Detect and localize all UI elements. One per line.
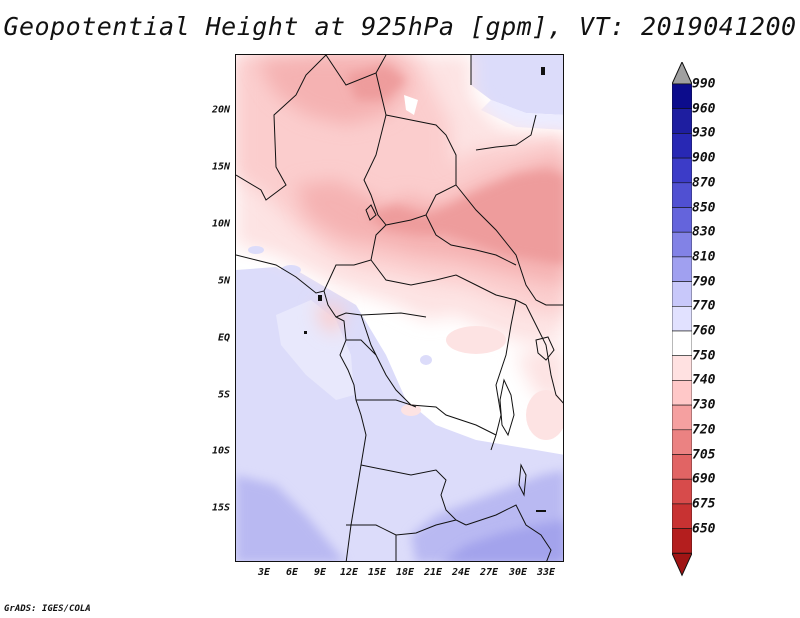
colorbar-label: 850 — [692, 200, 716, 215]
colorbar-label: 960 — [692, 101, 716, 117]
colorbar-segment — [672, 355, 692, 381]
colorbar — [672, 62, 692, 577]
colorbar-label: 810 — [692, 249, 716, 265]
colorbar-label: 990 — [692, 76, 716, 92]
map-islands — [304, 67, 546, 512]
colorbar-segment — [672, 281, 692, 307]
colorbar-label: 900 — [692, 150, 716, 166]
lat-label-10n: 10N — [211, 218, 230, 230]
colorbar-segment — [672, 503, 692, 529]
colorbar-segment — [672, 83, 692, 110]
colorbar-label: 830 — [692, 224, 716, 240]
lon-label-12e: 12E — [339, 567, 359, 578]
lat-label-10s: 10S — [211, 445, 230, 457]
colorbar-segment — [672, 454, 692, 480]
colorbar-segment — [672, 133, 692, 159]
field-750-patches — [401, 326, 563, 440]
colorbar-segment — [672, 256, 692, 282]
lat-label-5n: 5N — [217, 275, 230, 287]
lon-label-18e: 18E — [395, 567, 415, 578]
lat-label-5s: 5S — [217, 389, 230, 401]
colorbar-label: 790 — [692, 274, 716, 290]
map-boundaries — [236, 55, 563, 561]
colorbar-segment — [672, 108, 692, 134]
lon-label-6e: 6E — [285, 567, 299, 578]
lon-label-27e: 27E — [479, 567, 499, 578]
field-720 — [346, 65, 563, 265]
lon-label-3e: 3E — [257, 567, 271, 578]
footer-credit: GrADS: IGES/COLA — [4, 604, 91, 614]
lon-label-9e: 9E — [313, 567, 327, 578]
lat-label-15n: 15N — [211, 161, 230, 173]
colorbar-segment — [672, 404, 692, 431]
colorbar-label: 675 — [692, 496, 716, 512]
map-panel — [235, 54, 564, 562]
field-770-north — [471, 55, 563, 115]
colorbar-label: 740 — [692, 372, 716, 388]
map-plot — [236, 55, 563, 561]
colorbar-label: 870 — [692, 175, 716, 191]
colorbar-segment — [672, 330, 692, 357]
field-760-wedge — [404, 95, 418, 115]
lon-label-24e: 24E — [451, 567, 471, 578]
lat-label-20n: 20N — [211, 104, 230, 116]
field-770-spots — [248, 246, 432, 365]
lat-label-eq: EQ — [217, 332, 230, 344]
lon-label-15e: 15E — [367, 567, 387, 578]
colorbar-label: 750 — [692, 348, 716, 364]
colorbar-label: 770 — [692, 298, 716, 314]
field-810-south — [443, 520, 563, 561]
map-title: Geopotential Height at 925hPa [gpm], VT:… — [3, 12, 797, 41]
lon-label-21e: 21E — [423, 567, 443, 578]
colorbar-segment — [672, 528, 692, 554]
colorbar-top-arrow — [672, 62, 692, 85]
colorbar-segment — [672, 157, 692, 184]
colorbar-segment — [672, 306, 692, 332]
colorbar-label: 730 — [692, 397, 716, 413]
lon-label-33e: 33E — [536, 567, 556, 578]
field-760-north — [481, 100, 563, 130]
colorbar-label: 690 — [692, 471, 716, 487]
colorbar-label: 760 — [692, 323, 716, 339]
colorbar-segment — [672, 380, 692, 406]
colorbar-label: 720 — [692, 422, 716, 438]
map-lakes — [365, 204, 555, 497]
lat-label-15s: 15S — [211, 502, 230, 514]
colorbar-label: 930 — [692, 125, 716, 141]
colorbar-bottom-arrow — [672, 552, 692, 577]
colorbar-segment — [672, 478, 692, 505]
colorbar-segment — [672, 207, 692, 233]
colorbar-segment — [672, 429, 692, 455]
lon-label-30e: 30E — [508, 567, 528, 578]
colorbar-segment — [672, 182, 692, 208]
colorbar-segment — [672, 231, 692, 258]
colorbar-label: 650 — [692, 521, 716, 537]
colorbar-label: 705 — [692, 447, 716, 462]
